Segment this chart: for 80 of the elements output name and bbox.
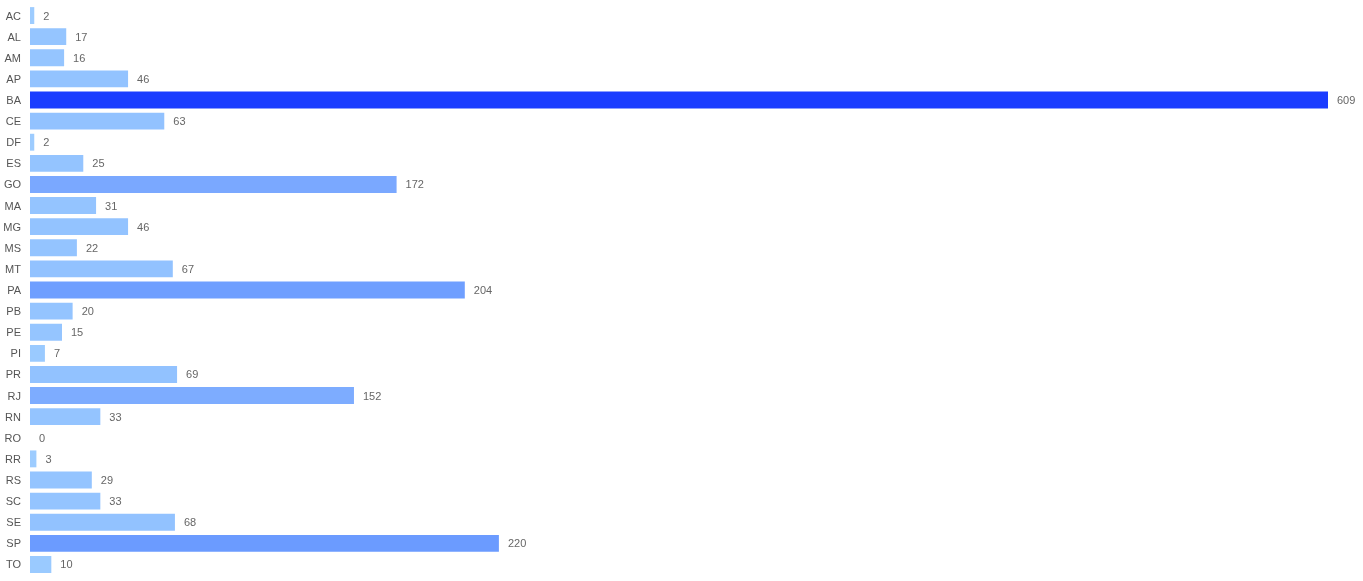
y-tick-label: PI <box>10 347 21 360</box>
bar <box>30 323 62 341</box>
data-label: 16 <box>73 51 86 64</box>
y-tick-label: PR <box>5 368 22 381</box>
bar <box>30 302 73 320</box>
bar <box>30 344 45 362</box>
y-tick-label: SE <box>6 516 21 529</box>
data-label: 25 <box>92 157 105 170</box>
y-tick-label: RO <box>4 431 22 444</box>
data-label: 46 <box>137 72 150 85</box>
y-tick-label: MS <box>4 241 21 254</box>
data-label: 20 <box>81 305 94 318</box>
data-label: 15 <box>70 326 84 339</box>
data-label: 609 <box>1337 94 1356 106</box>
data-label: 204 <box>473 284 493 296</box>
bar <box>30 471 92 489</box>
y-tick-label: CE <box>5 115 21 128</box>
data-label: 33 <box>109 495 122 508</box>
data-label: 3 <box>45 452 52 465</box>
bar <box>30 450 37 468</box>
y-tick-label: SP <box>6 537 21 550</box>
y-tick-label: GO <box>3 178 22 191</box>
bar <box>30 70 129 88</box>
y-tick-label: PA <box>7 284 22 296</box>
data-label: 33 <box>109 410 122 423</box>
y-tick-label: AP <box>6 72 21 85</box>
bar <box>30 154 84 172</box>
y-tick-label: AC <box>5 9 22 22</box>
y-tick-label: RR <box>5 452 22 465</box>
bar <box>30 49 65 67</box>
bar <box>30 260 173 278</box>
data-label: 67 <box>181 262 195 275</box>
data-label: 172 <box>405 178 424 191</box>
data-label: 2 <box>43 136 50 149</box>
data-label: 2 <box>43 9 50 22</box>
bar <box>30 366 178 383</box>
bar <box>30 7 35 24</box>
y-tick-label: AM <box>4 51 21 64</box>
bar <box>30 492 101 510</box>
bar <box>30 176 397 193</box>
data-label: 22 <box>85 241 99 254</box>
data-label: 46 <box>137 220 150 233</box>
y-tick-label: ES <box>6 157 21 170</box>
data-label: 7 <box>53 347 61 360</box>
bar <box>30 556 52 573</box>
bar <box>30 133 35 151</box>
bar <box>30 239 77 257</box>
y-tick-label: RS <box>5 474 21 486</box>
bar <box>30 197 97 214</box>
y-tick-label: PB <box>6 305 21 318</box>
data-label: 63 <box>173 115 186 128</box>
bar <box>30 28 67 46</box>
data-label: 10 <box>60 558 73 571</box>
bar <box>30 408 101 426</box>
data-label: 0 <box>39 431 46 444</box>
data-label: 31 <box>105 199 118 212</box>
y-tick-label: AL <box>7 30 21 43</box>
y-tick-label: SC <box>5 495 22 508</box>
bar <box>30 534 499 552</box>
y-tick-label: MT <box>5 262 22 275</box>
bar <box>30 387 354 404</box>
data-label: 29 <box>100 474 114 486</box>
data-label: 17 <box>75 30 88 43</box>
bar <box>30 281 465 299</box>
data-label: 68 <box>183 516 197 529</box>
bar <box>30 513 175 531</box>
data-label: 152 <box>362 389 382 402</box>
y-tick-label: TO <box>5 558 22 571</box>
bar <box>30 112 165 130</box>
y-tick-label: RJ <box>7 389 21 402</box>
data-label: 69 <box>186 368 199 381</box>
y-tick-label: RN <box>5 410 22 423</box>
data-label: 220 <box>507 537 527 550</box>
y-tick-label: PE <box>6 326 21 339</box>
y-tick-label: DF <box>6 136 22 149</box>
y-tick-label: MG <box>3 220 21 233</box>
bar <box>30 218 129 236</box>
y-tick-label: MA <box>4 199 22 212</box>
bar <box>30 91 1328 109</box>
y-tick-label: BA <box>6 94 22 106</box>
